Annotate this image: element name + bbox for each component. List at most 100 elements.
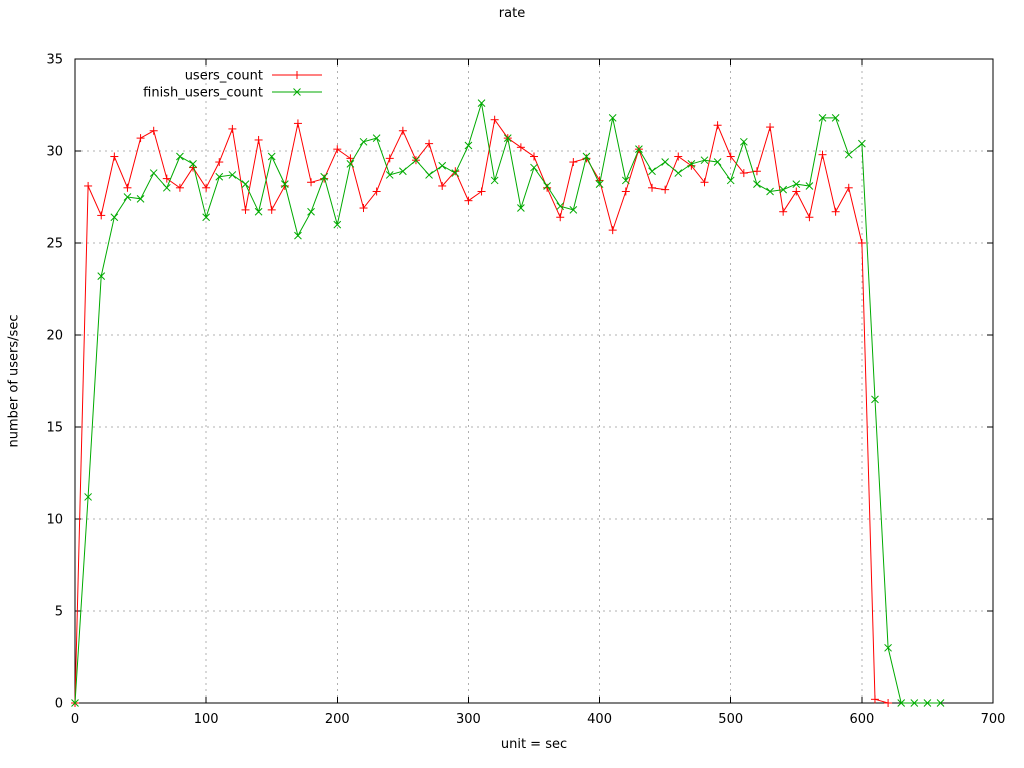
point-marker (556, 202, 565, 211)
point-marker (910, 699, 919, 707)
x-tick-label: 200 (325, 712, 350, 727)
axes (74, 58, 994, 704)
x-tick-label: 500 (718, 712, 743, 727)
point-marker (372, 134, 381, 142)
point-marker (779, 185, 788, 194)
point-marker (766, 187, 774, 196)
point-marker (648, 167, 656, 176)
point-marker (503, 134, 512, 142)
point-marker (97, 272, 106, 280)
point-marker (674, 169, 683, 177)
point-marker (346, 160, 355, 168)
x-tick-label: 0 (71, 712, 79, 727)
point-marker (595, 180, 604, 188)
y-tick-label: 0 (55, 697, 63, 712)
point-marker (608, 114, 617, 122)
legend-label: users_count (185, 69, 263, 84)
point-marker (215, 172, 224, 181)
point-marker (110, 213, 119, 222)
point-marker (923, 699, 932, 707)
point-marker (241, 180, 250, 188)
x-axis-label: unit = sec (500, 737, 568, 752)
point-marker (176, 152, 184, 161)
point-marker (84, 493, 92, 501)
x-tick-label: 600 (849, 712, 874, 727)
point-marker (162, 183, 171, 192)
point-marker (661, 158, 669, 166)
point-marker (359, 137, 368, 146)
point-marker (149, 169, 158, 177)
point-marker (844, 150, 853, 159)
point-marker (307, 207, 315, 216)
y-tick-label: 15 (46, 421, 63, 436)
legend-sample (272, 88, 322, 96)
y-tick-label: 5 (55, 605, 63, 620)
point-marker (884, 643, 892, 652)
point-marker (805, 182, 814, 190)
point-marker (202, 213, 210, 222)
x-tick-label: 100 (194, 712, 219, 727)
point-marker (582, 152, 591, 161)
point-marker (871, 395, 879, 404)
point-marker (543, 182, 551, 190)
point-marker (621, 176, 630, 185)
y-tick-label: 20 (46, 329, 63, 344)
point-marker (425, 171, 433, 179)
point-marker (280, 180, 289, 188)
point-marker (490, 176, 499, 185)
point-marker (687, 160, 696, 168)
point-marker (451, 169, 460, 177)
point-marker (294, 231, 302, 240)
point-marker (477, 99, 486, 108)
x-tick-label: 400 (587, 712, 612, 727)
y-tick-label: 30 (46, 145, 63, 160)
y-tick-label: 25 (46, 237, 63, 252)
point-marker (700, 156, 709, 165)
point-marker (936, 699, 945, 707)
point-marker (333, 220, 342, 229)
series-finish_users_count (71, 99, 945, 707)
point-marker (635, 145, 643, 154)
plot-border (74, 58, 994, 704)
legend-label: finish_users_count (143, 86, 263, 101)
point-marker (189, 160, 197, 168)
point-marker (254, 207, 263, 216)
point-marker (438, 161, 447, 170)
y-tick-label: 10 (46, 513, 63, 528)
point-marker (136, 194, 145, 203)
point-marker (726, 176, 735, 185)
y-axis-label: number of users/sec (6, 314, 22, 448)
point-marker (713, 158, 722, 166)
point-marker (320, 172, 329, 181)
point-marker (739, 137, 748, 146)
x-tick-label: 700 (981, 712, 1006, 727)
point-marker (385, 171, 394, 179)
chart-title: rate (498, 6, 526, 21)
point-marker (569, 206, 578, 214)
series-users_count (71, 115, 893, 707)
point-marker (399, 167, 407, 176)
legend: users_count finish_users_count (143, 69, 322, 101)
point-marker (267, 152, 276, 161)
x-tick-label: 300 (456, 712, 481, 727)
point-marker (818, 114, 827, 122)
point-marker (858, 139, 866, 148)
point-marker (753, 180, 761, 188)
point-marker (897, 699, 906, 707)
point-marker (123, 193, 132, 201)
point-marker (228, 171, 237, 179)
series-line (74, 118, 889, 704)
series-line (74, 103, 941, 704)
point-marker (831, 114, 840, 122)
legend-sample (272, 71, 322, 79)
point-marker (71, 699, 79, 707)
point-marker (792, 180, 801, 188)
point-marker (293, 88, 301, 96)
tick-labels: 0 100 200 300 400 500 600 700 0 5 10 15 20 25 30 35 (46, 53, 1005, 728)
point-marker (517, 204, 525, 212)
point-marker (412, 156, 420, 165)
point-marker (464, 141, 473, 150)
y-tick-label: 35 (46, 53, 63, 68)
